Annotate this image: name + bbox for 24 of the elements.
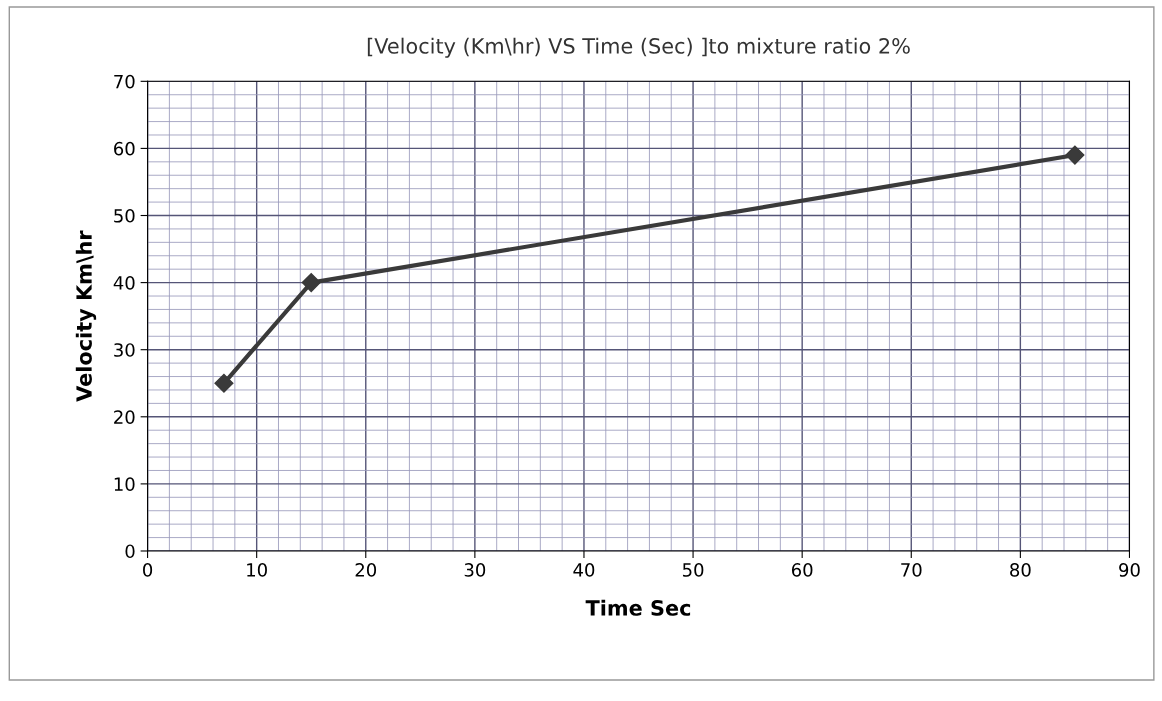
y-tick-label: 0 (125, 544, 135, 559)
x-tick-label: 70 (901, 563, 922, 577)
x-tick-label: 90 (1119, 563, 1140, 577)
x-tick-label: 10 (247, 563, 267, 577)
y-tick-label: 20 (114, 410, 135, 424)
y-tick-label: 10 (114, 477, 135, 492)
y-tick-label: 60 (114, 141, 135, 156)
point (1065, 145, 1085, 165)
chart-title: [Velocity (Km\hr) VS Time (Sec) ]to mixture ratio 2% (367, 37, 910, 58)
x-tick-label: 80 (1010, 563, 1031, 577)
y-tick-label: 50 (114, 208, 135, 223)
x-tick-label: 0 (143, 563, 153, 577)
x-tick-label: 60 (791, 563, 813, 577)
y-tick-label: 30 (114, 343, 135, 357)
point (214, 373, 234, 393)
x-tick-label: 30 (464, 563, 486, 577)
point (301, 273, 321, 293)
y-tick-label: 70 (114, 74, 135, 89)
x-axis-title: Time Sec (585, 599, 691, 616)
x-tick-label: 40 (573, 563, 595, 577)
y-tick-label: 40 (113, 276, 135, 290)
x-tick-label: 50 (682, 563, 704, 577)
x-tick-label: 20 (355, 563, 377, 577)
y-axis-title: Velocity Km\hr (75, 230, 97, 402)
